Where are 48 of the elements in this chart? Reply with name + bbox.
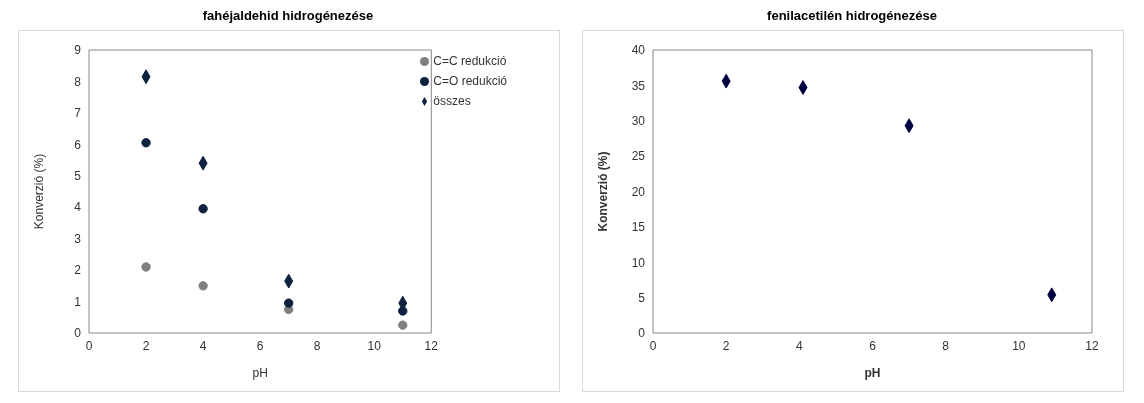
- y-tick-label: 35: [631, 78, 646, 93]
- x-axis-title: pH: [864, 366, 881, 380]
- point: [283, 298, 294, 308]
- y-tick-label: 30: [631, 114, 646, 129]
- x-tick-label: 2: [142, 338, 150, 353]
- point: [198, 281, 208, 291]
- chart-title: fahéjaldehid hidrogénezése: [201, 8, 375, 25]
- legend-label: összes: [433, 94, 471, 108]
- legend-label: C=O redukció: [433, 74, 507, 88]
- y-axis-title: Konverzió (%): [596, 151, 611, 232]
- y-tick-label: 5: [638, 290, 646, 305]
- y-tick-label: 0: [74, 326, 82, 341]
- x-tick-label: 8: [942, 338, 950, 353]
- x-tick-label: 0: [649, 338, 657, 353]
- x-tick-label: 10: [367, 338, 382, 353]
- y-tick-label: 9: [74, 43, 82, 58]
- y-axis-title: Konverzió (%): [32, 153, 47, 230]
- x-tick-label: 8: [313, 338, 321, 353]
- point: [141, 262, 151, 272]
- x-tick-label: 0: [85, 338, 93, 353]
- legend-label: C=C redukció: [433, 54, 507, 68]
- y-tick-label: 1: [74, 294, 82, 309]
- x-tick-label: 6: [256, 338, 264, 353]
- x-tick-label: 4: [199, 338, 207, 353]
- y-tick-label: 8: [74, 74, 82, 89]
- y-tick-label: 40: [631, 43, 646, 58]
- x-tick-label: 10: [1012, 338, 1026, 353]
- y-tick-label: 5: [74, 169, 82, 184]
- x-tick-label: 6: [869, 338, 877, 353]
- x-tick-label: 12: [1085, 338, 1099, 353]
- y-tick-label: 3: [74, 231, 82, 246]
- chart-title: fenilacetilén hidrogénezése: [766, 8, 938, 25]
- y-tick-label: 7: [74, 106, 82, 121]
- y-tick-label: 10: [631, 255, 646, 270]
- x-tick-label: 4: [795, 338, 803, 353]
- y-tick-label: 0: [638, 326, 646, 341]
- y-tick-label: 4: [74, 200, 82, 215]
- y-tick-label: 15: [631, 220, 646, 235]
- y-tick-label: 25: [631, 149, 646, 164]
- y-tick-label: 6: [74, 137, 82, 152]
- y-tick-label: 2: [74, 263, 82, 278]
- point: [398, 320, 408, 330]
- x-axis-title: pH: [252, 366, 268, 380]
- point: [198, 204, 208, 214]
- y-tick-label: 20: [631, 184, 646, 199]
- point: [141, 138, 151, 148]
- x-tick-label: 12: [424, 338, 439, 353]
- x-tick-label: 2: [722, 338, 730, 353]
